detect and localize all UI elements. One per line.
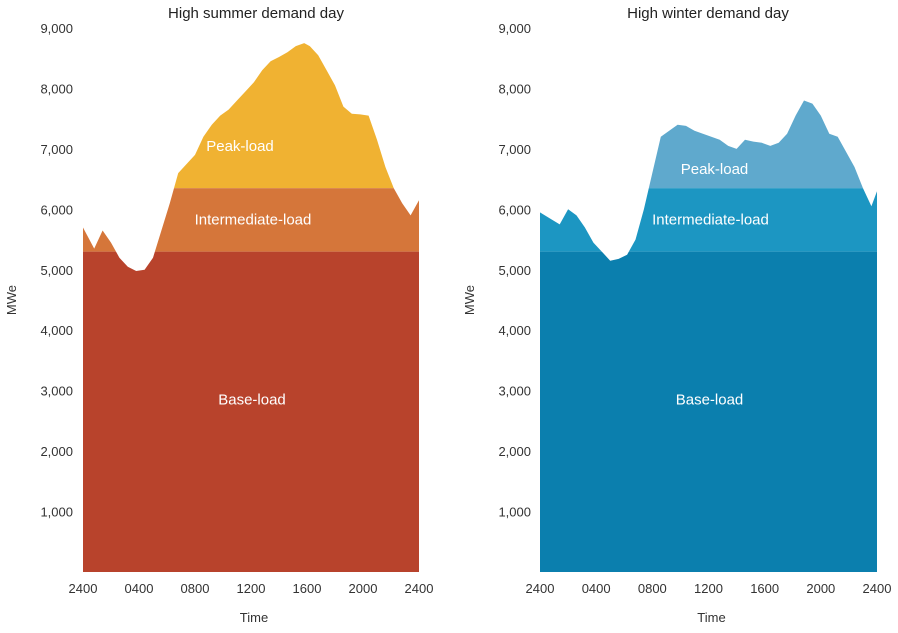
x-tick-label: 0400 bbox=[582, 581, 611, 596]
y-tick-label: 8,000 bbox=[40, 81, 73, 96]
x-axis-label: Time bbox=[697, 610, 725, 625]
x-tick-label: 2400 bbox=[526, 581, 555, 596]
x-tick-label: 0400 bbox=[125, 581, 154, 596]
y-tick-label: 6,000 bbox=[498, 202, 531, 217]
demand-area bbox=[83, 43, 419, 572]
y-tick-label: 2,000 bbox=[498, 444, 531, 459]
y-tick-label: 7,000 bbox=[40, 142, 73, 157]
x-tick-label: 2400 bbox=[69, 581, 98, 596]
chart-panel-0: High summer demand day 1,000 2,000 3,000 4,0… bbox=[4, 5, 433, 625]
y-tick-label: 5,000 bbox=[40, 263, 73, 278]
base-load-label: Base-load bbox=[676, 392, 744, 409]
y-tick-label: 9,000 bbox=[498, 21, 531, 36]
peak-load-band bbox=[83, 43, 419, 189]
y-tick-label: 6,000 bbox=[40, 202, 73, 217]
y-axis-label: MWe bbox=[4, 285, 19, 315]
chart-title: High winter demand day bbox=[627, 5, 789, 22]
peak-load-label: Peak-load bbox=[681, 161, 749, 178]
y-tick-label: 5,000 bbox=[498, 263, 531, 278]
x-tick-label: 0800 bbox=[638, 581, 667, 596]
peak-load-label: Peak-load bbox=[206, 138, 274, 155]
base-load-band bbox=[540, 251, 877, 572]
y-tick-label: 9,000 bbox=[40, 21, 73, 36]
demand-area bbox=[540, 100, 877, 572]
y-tick-label: 1,000 bbox=[40, 505, 73, 520]
intermediate-load-label: Intermediate-load bbox=[195, 212, 312, 229]
y-tick-label: 7,000 bbox=[498, 142, 531, 157]
x-tick-label: 2400 bbox=[405, 581, 434, 596]
chart-title: High summer demand day bbox=[168, 5, 344, 22]
intermediate-load-label: Intermediate-load bbox=[652, 212, 769, 229]
base-load-label: Base-load bbox=[218, 392, 286, 409]
x-tick-label: 2000 bbox=[349, 581, 378, 596]
x-tick-label: 2400 bbox=[863, 581, 892, 596]
x-tick-label: 1200 bbox=[694, 581, 723, 596]
y-tick-label: 4,000 bbox=[40, 323, 73, 338]
y-tick-label: 2,000 bbox=[40, 444, 73, 459]
y-tick-label: 3,000 bbox=[498, 384, 531, 399]
base-load-band bbox=[83, 251, 419, 572]
y-tick-label: 3,000 bbox=[40, 384, 73, 399]
x-axis-label: Time bbox=[240, 610, 268, 625]
x-tick-label: 0800 bbox=[181, 581, 210, 596]
x-tick-label: 1600 bbox=[750, 581, 779, 596]
y-axis-label: MWe bbox=[462, 285, 477, 315]
y-tick-label: 8,000 bbox=[498, 81, 531, 96]
chart-panel-1: High winter demand day 1,000 2,000 3,000 4,0… bbox=[462, 5, 891, 625]
x-tick-label: 1600 bbox=[293, 581, 322, 596]
y-tick-label: 1,000 bbox=[498, 505, 531, 520]
x-tick-label: 2000 bbox=[806, 581, 835, 596]
x-tick-label: 1200 bbox=[237, 581, 266, 596]
y-tick-label: 4,000 bbox=[498, 323, 531, 338]
